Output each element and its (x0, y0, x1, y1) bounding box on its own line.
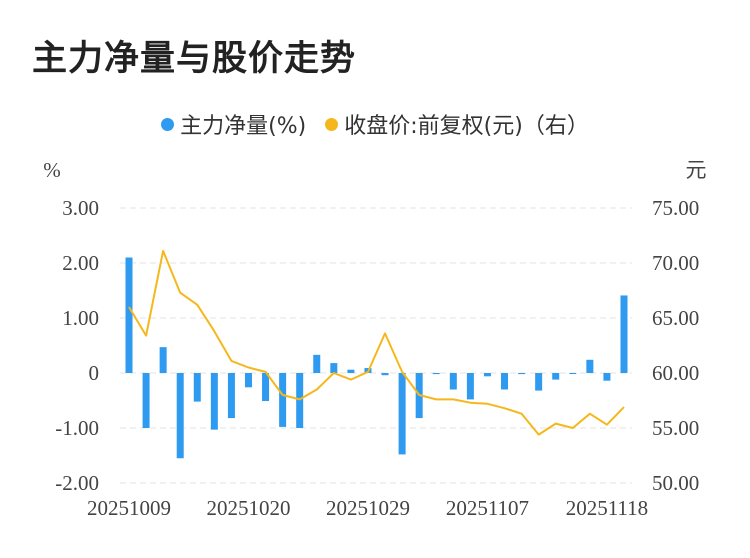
left-tick-label: 1.00 (62, 306, 99, 330)
left-tick-label: -2.00 (55, 471, 99, 495)
net-volume-bar[interactable] (279, 373, 287, 427)
net-volume-bar[interactable] (227, 373, 235, 419)
net-volume-bar[interactable] (535, 373, 543, 391)
net-volume-bar[interactable] (449, 373, 457, 390)
left-tick-label: -1.00 (55, 416, 99, 440)
net-volume-bar[interactable] (552, 373, 560, 380)
x-tick-label: 20251020 (206, 496, 290, 520)
x-tick-label: 20251118 (566, 496, 648, 520)
chart-title: 主力净量与股价走势 (32, 39, 357, 79)
x-tick-label: 20251029 (326, 496, 410, 520)
net-volume-bar[interactable] (176, 373, 184, 459)
net-volume-bar[interactable] (501, 373, 509, 390)
right-tick-label: 50.00 (652, 471, 699, 495)
left-tick-label: 3.00 (62, 196, 99, 220)
right-tick-label: 60.00 (652, 361, 699, 385)
right-tick-label: 65.00 (652, 306, 699, 330)
x-axis-ticks: 20251009 20251020 20251029 20251107 20251118 (87, 496, 648, 520)
net-volume-bar[interactable] (381, 373, 389, 376)
right-axis-unit: 元 (686, 158, 707, 182)
net-volume-bar[interactable] (569, 373, 577, 374)
left-axis-ticks: 3.00 2.00 1.00 0 -1.00 -2.00 (55, 196, 99, 495)
net-volume-bar[interactable] (483, 373, 491, 377)
legend: 主力净量(%) 收盘价:前复权(元)（右） (0, 108, 750, 140)
right-tick-label: 75.00 (652, 196, 699, 220)
net-volume-bar[interactable] (330, 363, 338, 373)
x-tick-label: 20251009 (87, 496, 171, 520)
close-price-line-group (128, 249, 625, 436)
net-volume-bar[interactable] (142, 373, 150, 428)
x-tick-label: 20251107 (446, 496, 529, 520)
net-volume-bar[interactable] (466, 373, 474, 400)
right-tick-label: 55.00 (652, 416, 699, 440)
legend-label-close-price: 收盘价:前复权(元)（右） (344, 114, 589, 139)
net-volume-bar[interactable] (347, 369, 355, 373)
net-volume-bar[interactable] (603, 373, 611, 381)
legend-dot-close-price (325, 117, 339, 131)
net-volume-bar[interactable] (210, 373, 218, 430)
left-axis-unit: % (43, 158, 61, 182)
right-tick-label: 70.00 (652, 251, 699, 275)
left-tick-label: 2.00 (62, 251, 99, 275)
net-volume-bar[interactable] (586, 359, 594, 373)
net-volume-bar[interactable] (432, 373, 440, 375)
net-volume-bar[interactable] (398, 373, 406, 455)
legend-item-close-price[interactable]: 收盘价:前复权(元)（右） (325, 108, 589, 140)
left-tick-label: 0 (89, 361, 100, 385)
close-price-line[interactable] (128, 249, 625, 436)
net-volume-bar[interactable] (262, 373, 270, 402)
legend-item-net-volume[interactable]: 主力净量(%) (161, 108, 306, 140)
net-volume-bar[interactable] (313, 354, 321, 373)
gridlines (120, 207, 632, 484)
net-volume-bars (125, 257, 628, 459)
net-volume-bar[interactable] (159, 347, 167, 373)
net-volume-bar[interactable] (125, 257, 133, 374)
net-volume-bar[interactable] (296, 373, 304, 428)
legend-label-net-volume: 主力净量(%) (180, 114, 307, 139)
legend-dot-net-volume (161, 117, 175, 131)
net-volume-bar[interactable] (193, 373, 201, 402)
net-volume-bar[interactable] (518, 373, 526, 375)
net-volume-bar[interactable] (244, 373, 252, 388)
right-axis-ticks: 75.00 70.00 65.00 60.00 55.00 50.00 (652, 196, 699, 495)
net-volume-bar[interactable] (620, 295, 628, 373)
